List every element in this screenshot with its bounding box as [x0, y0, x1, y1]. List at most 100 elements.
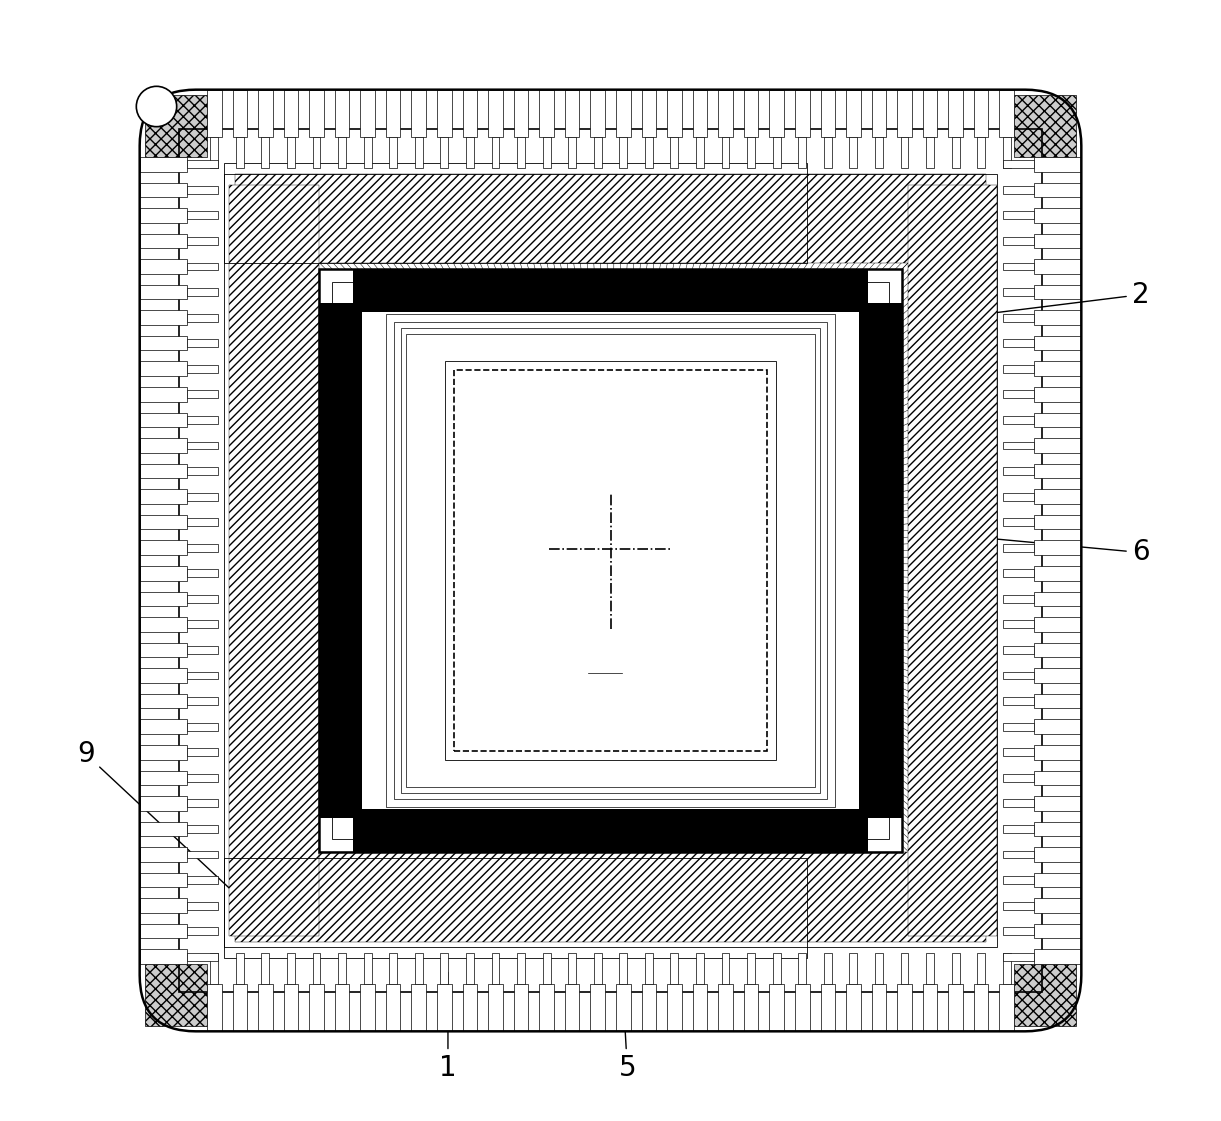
Bar — [670, 137, 679, 168]
Bar — [799, 953, 806, 984]
Bar — [139, 847, 187, 862]
Bar — [1002, 212, 1034, 220]
Bar — [907, 185, 998, 936]
Bar — [773, 137, 780, 168]
Bar — [223, 858, 807, 958]
Bar — [974, 90, 989, 137]
Bar — [542, 137, 551, 168]
Bar — [287, 137, 294, 168]
Bar — [1002, 314, 1034, 322]
Bar — [187, 212, 219, 220]
Bar — [977, 137, 985, 168]
Bar — [236, 137, 244, 168]
Bar — [230, 185, 319, 936]
Bar — [1034, 668, 1082, 683]
Bar — [667, 90, 681, 137]
Bar — [389, 953, 397, 984]
Bar — [1034, 438, 1082, 453]
Bar — [139, 949, 187, 964]
Bar — [1034, 387, 1082, 401]
Bar — [309, 90, 324, 137]
Bar — [846, 984, 861, 1031]
Bar — [319, 269, 902, 852]
Bar — [1034, 209, 1082, 223]
Bar — [1002, 825, 1034, 833]
Bar — [1034, 898, 1082, 912]
Bar — [389, 137, 397, 168]
Bar — [850, 953, 857, 984]
Bar — [353, 809, 868, 852]
Bar — [139, 336, 187, 351]
Bar — [593, 137, 602, 168]
Bar — [923, 90, 938, 137]
Bar — [139, 873, 187, 888]
Bar — [901, 137, 908, 168]
Bar — [1002, 697, 1034, 705]
Bar — [187, 646, 219, 654]
Bar — [360, 90, 375, 137]
Bar — [283, 90, 298, 137]
Bar — [692, 90, 707, 137]
Bar — [619, 137, 628, 168]
Bar — [332, 282, 889, 839]
Bar — [319, 269, 902, 852]
Bar — [139, 694, 187, 708]
Bar — [411, 90, 426, 137]
Bar — [872, 984, 886, 1031]
Bar — [139, 540, 187, 555]
Bar — [187, 364, 219, 372]
Text: 9: 9 — [77, 740, 266, 923]
Bar — [1034, 770, 1082, 785]
Bar — [1034, 464, 1082, 479]
Bar — [1034, 745, 1082, 760]
Bar — [1034, 924, 1082, 938]
Bar — [335, 984, 349, 1031]
Bar — [872, 90, 886, 137]
Bar — [718, 984, 733, 1031]
Bar — [313, 137, 320, 168]
Bar — [261, 953, 270, 984]
Bar — [1002, 953, 1011, 984]
Bar — [139, 924, 187, 938]
Bar — [1034, 183, 1082, 197]
Bar — [338, 137, 346, 168]
Bar — [232, 984, 247, 1031]
Bar — [949, 90, 963, 137]
Bar — [1015, 964, 1076, 1026]
Bar — [860, 303, 902, 818]
Bar — [1034, 361, 1082, 376]
Bar — [821, 90, 835, 137]
Bar — [139, 592, 187, 606]
Bar — [540, 984, 554, 1031]
Bar — [1034, 720, 1082, 734]
Bar — [386, 314, 835, 807]
Bar — [283, 984, 298, 1031]
Bar — [1034, 336, 1082, 351]
Bar — [1034, 642, 1082, 657]
Bar — [1002, 390, 1034, 398]
Bar — [901, 953, 908, 984]
Bar — [187, 927, 219, 935]
Bar — [645, 953, 653, 984]
Bar — [927, 137, 934, 168]
Bar — [1002, 364, 1034, 372]
Bar — [353, 269, 868, 312]
Bar — [769, 90, 784, 137]
Bar — [234, 852, 987, 942]
Bar — [850, 137, 857, 168]
Bar — [488, 984, 503, 1031]
Bar — [722, 953, 729, 984]
Bar — [400, 328, 821, 793]
Bar — [591, 90, 604, 137]
Bar — [187, 697, 219, 705]
Bar — [1002, 749, 1034, 757]
Bar — [187, 288, 219, 296]
Bar — [139, 464, 187, 479]
Bar — [1000, 984, 1015, 1031]
Bar — [875, 953, 883, 984]
Bar — [187, 569, 219, 577]
Bar — [1034, 566, 1082, 581]
Bar — [696, 953, 703, 984]
Bar — [187, 621, 219, 629]
Bar — [799, 137, 806, 168]
